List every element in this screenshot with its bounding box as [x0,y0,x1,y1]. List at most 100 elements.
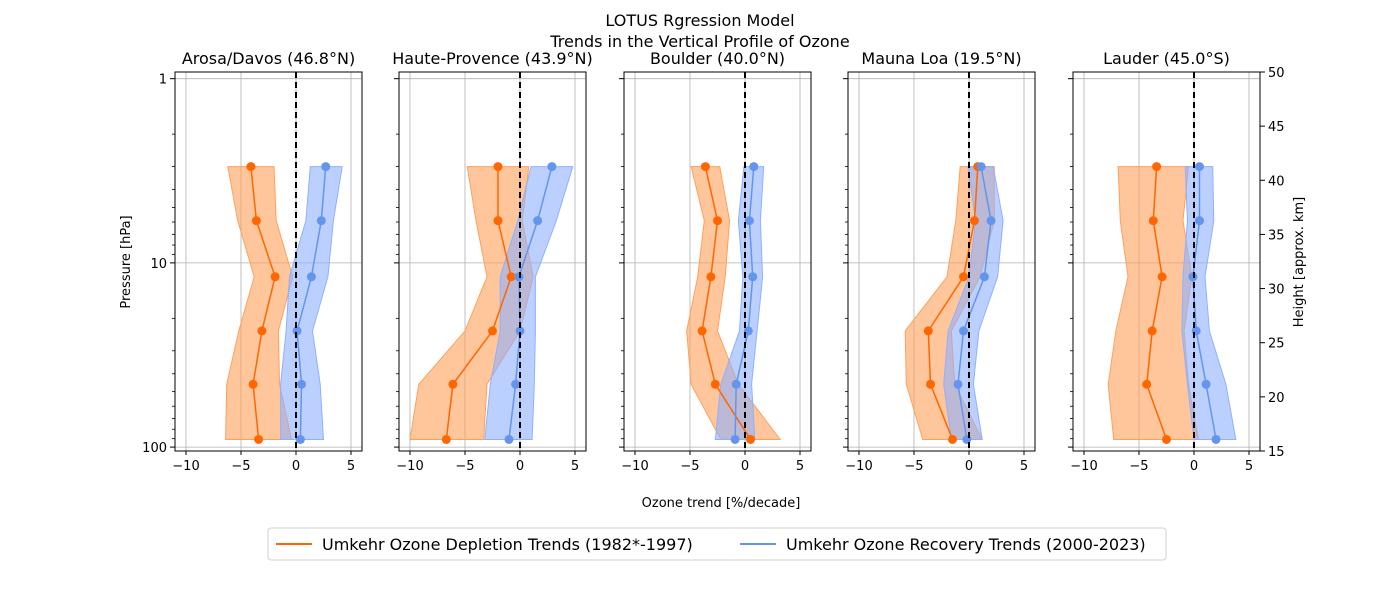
depletion-trend-point [254,434,264,444]
height-tick-label: 20 [1268,391,1285,406]
depletion-trend-point [493,216,503,226]
depletion-trend-point [441,434,451,444]
depletion-trend-point [1157,272,1167,282]
station-title: Lauder (45.0°S) [1103,49,1230,68]
height-tick-label: 45 [1268,120,1285,135]
recovery-trend-line [296,166,327,440]
depletion-trend-line [445,166,512,440]
depletion-trend-point [251,216,261,226]
x-tick-label: −10 [396,459,423,474]
depletion-trend-point [1147,326,1157,336]
recovery-trend-point [297,379,306,389]
depletion-trend-point [493,162,503,172]
x-tick-label: −5 [904,459,923,474]
x-tick-label: −5 [231,459,250,474]
recovery-trend-point [511,379,521,389]
x-tick-label: 5 [347,459,355,474]
recovery-uncertainty-band [1181,166,1237,440]
height-tick-label: 40 [1268,174,1285,189]
station-title: Boulder (40.0°N) [650,49,785,68]
depletion-trend-point [970,216,979,226]
recovery-trend-point [959,326,968,336]
recovery-trend-point [321,162,331,172]
depletion-trend-point [270,272,280,282]
depletion-trend-line [1145,166,1168,440]
panel-frame [398,71,587,452]
depletion-trend-point [926,379,935,389]
legend-depletion-label: Umkehr Ozone Depletion Trends (1982*-199… [322,535,693,554]
x-tick-label: 0 [292,459,300,474]
x-tick-label: −5 [455,459,474,474]
recovery-trend-point [306,272,316,282]
depletion-trend-point [700,162,710,172]
depletion-trend-line [701,166,752,440]
figure-title-line2: Trends in the Vertical Profile of Ozone [549,32,849,51]
recovery-trend-line [957,166,992,440]
x-tick-label: −10 [621,459,648,474]
height-tick-label: 50 [1268,66,1285,81]
depletion-trend-point [248,379,258,389]
depletion-trend-point [710,379,720,389]
y-tick-label: 1 [159,73,167,88]
depletion-trend-point [246,162,256,172]
y-axis-label-right: Height [approx. km] [1292,197,1307,327]
legend: Umkehr Ozone Depletion Trends (1982*-199… [267,527,1167,561]
x-tick-label: 5 [796,459,804,474]
recovery-trend-point [295,434,305,444]
depletion-trend-point [697,326,707,336]
recovery-uncertainty-band [484,166,574,440]
legend-recovery-label: Umkehr Ozone Recovery Trends (2000-2023) [786,535,1146,554]
height-tick-label: 35 [1268,228,1285,243]
x-tick-label: 5 [1020,459,1028,474]
depletion-trend-point [1152,162,1162,172]
height-tick-label: 15 [1268,445,1285,460]
depletion-trend-point [506,272,516,282]
panel-4: −10 −5 0 5 15 20 25 30 35 40 45 50 Lauder (45.0°S) [1068,49,1285,474]
x-tick-label: 5 [571,459,579,474]
depletion-trend-line [250,166,276,440]
panel-frame [623,71,812,452]
x-tick-label: 0 [741,459,749,474]
recovery-trend-point [986,216,996,226]
station-title: Arosa/Davos (46.8°N) [182,49,355,68]
x-tick-label: −10 [845,459,872,474]
panel-frame [1072,71,1261,452]
recovery-trend-point [515,326,525,336]
x-tick-label: −10 [172,459,199,474]
depletion-trend-point [1142,379,1152,389]
recovery-trend-point [744,216,754,226]
recovery-trend-point [1195,162,1204,172]
depletion-trend-point [448,379,458,389]
depletion-trend-point [257,326,267,336]
x-tick-label: −10 [1070,459,1097,474]
recovery-trend-point [1211,434,1221,444]
recovery-trend-point [292,326,302,336]
panel-frame [847,71,1036,452]
height-tick-label: 25 [1268,337,1285,352]
recovery-trend-point [1195,216,1204,226]
depletion-trend-point [923,326,933,336]
recovery-trend-point [1201,379,1211,389]
panel-frame [174,71,363,452]
depletion-trend-point [746,434,755,444]
station-title: Haute-Provence (43.9°N) [392,49,593,68]
recovery-trend-point [749,162,759,172]
recovery-trend-point [731,379,741,389]
height-tick-label: 30 [1268,283,1285,298]
y-axis-label-left: Pressure [hPa] [119,215,134,308]
panel-2: −10 −5 0 5 Boulder (40.0°N) [619,49,812,474]
depletion-trend-point [1148,216,1158,226]
y-tick-label: 10 [150,257,167,272]
station-panels: −10 −5 0 5 1 10 100 Arosa/Davos (46.8°N) −10 −5 0 5… [142,49,1284,474]
recovery-trend-point [953,379,963,389]
recovery-trend-point [976,162,986,172]
depletion-trend-point [1162,434,1171,444]
x-tick-label: 0 [1190,459,1198,474]
station-title: Mauna Loa (19.5°N) [861,49,1021,68]
figure-title-line1: LOTUS Rgression Model [605,11,794,30]
recovery-trend-point [533,216,543,226]
recovery-trend-point [730,434,740,444]
recovery-trend-point [547,162,557,172]
depletion-uncertainty-band [686,166,782,440]
